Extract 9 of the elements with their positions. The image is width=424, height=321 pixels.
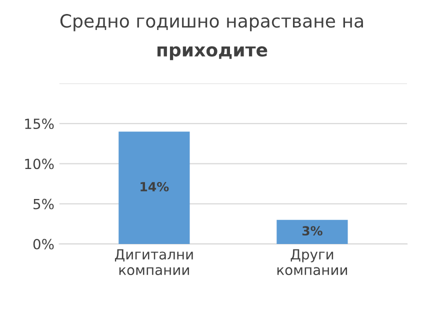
y-tick-label: 15% bbox=[25, 118, 54, 130]
y-tick-label: 5% bbox=[34, 198, 54, 210]
data-label: 3% bbox=[302, 226, 322, 236]
chart-title: Средно годишно нарастване на приходите bbox=[60, 14, 363, 60]
x-tick-label: Дигитални компании bbox=[114, 249, 193, 276]
data-label: 14% bbox=[140, 182, 169, 192]
x-tick-label: Други компании bbox=[277, 249, 347, 276]
y-tick-label: 10% bbox=[25, 158, 54, 170]
y-tick-label: 0% bbox=[33, 238, 54, 250]
